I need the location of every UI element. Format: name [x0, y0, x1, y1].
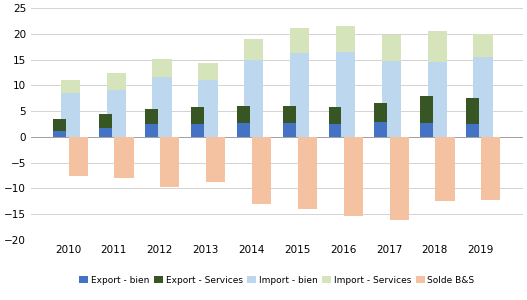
Bar: [473, 57, 493, 137]
Bar: [69, 137, 88, 175]
Bar: [198, 80, 218, 137]
Bar: [382, 35, 401, 61]
Bar: [106, 73, 126, 90]
Bar: [99, 114, 112, 128]
Bar: [99, 128, 112, 137]
Bar: [152, 59, 172, 77]
Bar: [389, 137, 409, 220]
Bar: [237, 106, 250, 122]
Bar: [420, 96, 433, 123]
Bar: [114, 137, 134, 178]
Bar: [336, 52, 355, 137]
Bar: [53, 131, 66, 137]
Legend: Export - bien, Export - Services, Import - bien, Import - Services, Solde B&S: Export - bien, Export - Services, Import…: [76, 272, 478, 289]
Bar: [160, 137, 180, 187]
Bar: [328, 124, 341, 137]
Bar: [237, 122, 250, 137]
Bar: [61, 93, 80, 137]
Bar: [198, 63, 218, 80]
Bar: [466, 124, 479, 137]
Bar: [282, 122, 296, 137]
Bar: [344, 137, 363, 216]
Bar: [252, 137, 271, 204]
Bar: [290, 28, 309, 53]
Bar: [427, 62, 447, 137]
Bar: [191, 107, 204, 124]
Bar: [336, 26, 355, 52]
Bar: [282, 106, 296, 122]
Bar: [435, 137, 455, 201]
Bar: [298, 137, 317, 209]
Bar: [206, 137, 226, 182]
Bar: [145, 124, 158, 137]
Bar: [290, 53, 309, 137]
Bar: [145, 109, 158, 124]
Bar: [374, 122, 387, 137]
Bar: [420, 123, 433, 137]
Bar: [328, 107, 341, 124]
Bar: [466, 98, 479, 124]
Bar: [374, 103, 387, 122]
Bar: [106, 90, 126, 137]
Bar: [244, 60, 264, 137]
Bar: [481, 137, 501, 200]
Bar: [152, 77, 172, 137]
Bar: [473, 34, 493, 57]
Bar: [191, 124, 204, 137]
Bar: [382, 61, 401, 137]
Bar: [244, 39, 264, 60]
Bar: [427, 32, 447, 62]
Bar: [61, 80, 80, 93]
Bar: [53, 119, 66, 131]
